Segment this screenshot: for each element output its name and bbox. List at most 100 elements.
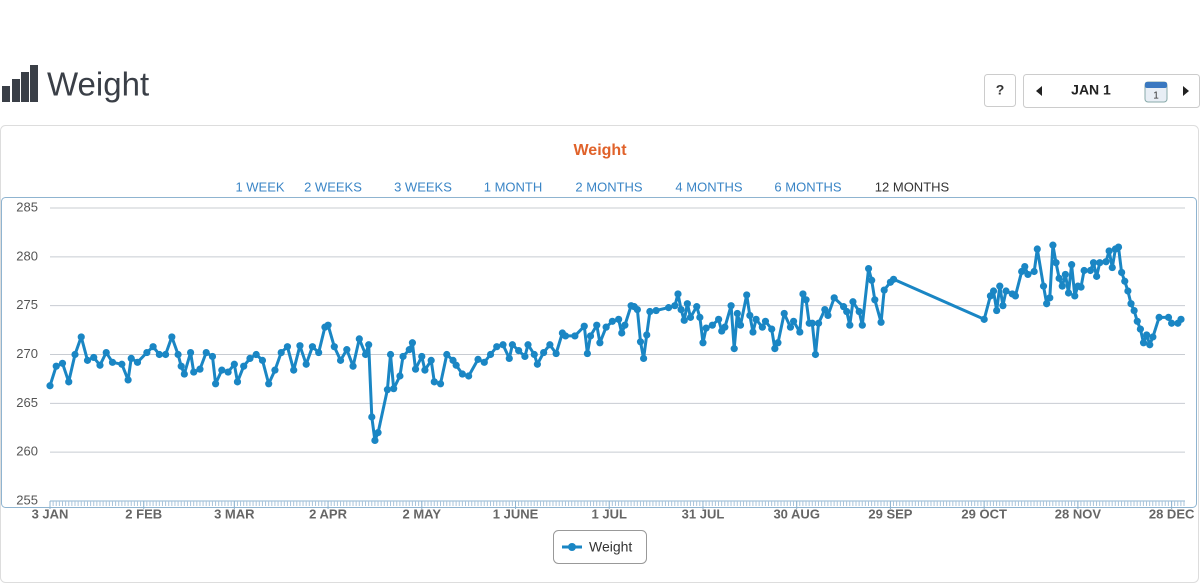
data-point [133, 358, 142, 366]
data-point [621, 321, 629, 329]
help-label[interactable]: ? [996, 82, 1005, 98]
data-point [399, 352, 407, 361]
data-point [1164, 313, 1173, 321]
data-point [405, 346, 413, 354]
x-tick-label: 29 SEP [868, 506, 912, 521]
data-point [1114, 243, 1123, 251]
data-point [390, 385, 398, 393]
range-button[interactable]: 2 WEEKS [304, 179, 362, 194]
data-point [1136, 325, 1144, 333]
data-point [90, 353, 98, 362]
data-point [1064, 289, 1073, 297]
data-point [499, 341, 507, 349]
range-button[interactable]: 2 MONTHS [575, 179, 643, 194]
data-point [1080, 266, 1088, 275]
next-arrow[interactable] [1183, 86, 1189, 96]
page-title: Weight [47, 66, 149, 103]
data-point [586, 332, 595, 340]
data-point [155, 350, 163, 359]
data-point [1105, 247, 1113, 255]
data-point [443, 350, 451, 359]
date-picker[interactable] [1023, 74, 1200, 108]
range-button[interactable]: 6 MONTHS [774, 179, 842, 194]
data-point [436, 380, 445, 388]
data-point [124, 376, 132, 384]
data-point [1030, 267, 1038, 276]
data-point [83, 356, 92, 364]
data-point [1046, 294, 1054, 302]
data-point [693, 303, 701, 311]
data-point [593, 321, 601, 329]
data-point [993, 306, 1001, 315]
data-point [868, 276, 876, 284]
data-point [608, 317, 616, 325]
data-point [465, 372, 473, 380]
prev-arrow[interactable] [1036, 86, 1042, 96]
data-point [202, 348, 210, 357]
data-point [1039, 282, 1048, 290]
data-point [1002, 287, 1010, 295]
data-point [1168, 319, 1176, 327]
data-point [1127, 300, 1135, 308]
data-point [652, 306, 660, 315]
range-button[interactable]: 1 MONTH [484, 179, 543, 194]
range-button[interactable]: 1 WEEK [235, 179, 284, 194]
y-tick-label: 270 [16, 346, 38, 361]
data-point [361, 350, 370, 359]
data-point [396, 372, 404, 380]
data-point [715, 315, 723, 323]
date-label[interactable]: JAN 1 [1071, 82, 1111, 98]
legend-label: Weight [589, 539, 632, 555]
range-button[interactable]: 3 WEEKS [394, 179, 452, 194]
data-point [615, 315, 623, 323]
app-icon [2, 65, 38, 102]
data-point [386, 350, 395, 359]
data-point [830, 294, 838, 302]
help-button[interactable] [984, 74, 1016, 107]
data-point [290, 366, 298, 374]
x-tick-label: 28 DEC [1149, 506, 1195, 521]
data-point [315, 348, 323, 357]
data-point [508, 341, 516, 349]
data-point [824, 311, 832, 320]
data-point [308, 343, 317, 351]
data-point [858, 321, 866, 329]
data-point [686, 313, 695, 321]
data-point [1130, 306, 1138, 315]
data-point [77, 333, 85, 341]
data-point [749, 328, 757, 336]
data-point [640, 354, 648, 363]
data-point [580, 322, 588, 330]
data-point [808, 319, 816, 327]
x-tick-label: 2 APR [309, 506, 347, 521]
data-point [52, 362, 60, 370]
data-point [1146, 341, 1154, 349]
data-point [1089, 259, 1098, 267]
data-point [196, 365, 204, 373]
data-point [743, 291, 751, 299]
data-point [427, 356, 435, 364]
data-point [989, 287, 998, 295]
data-point [1155, 313, 1163, 321]
data-point [677, 305, 685, 314]
plot-frame [1, 197, 1197, 508]
range-button[interactable]: 4 MONTHS [675, 179, 743, 194]
data-point [302, 360, 310, 368]
data-point [283, 343, 292, 351]
data-point [474, 355, 482, 363]
data-point [430, 378, 438, 386]
x-tick-label: 2 FEB [125, 506, 162, 521]
data-point [546, 341, 554, 349]
x-tick-label: 29 OCT [961, 506, 1007, 521]
data-point [230, 360, 238, 368]
data-point [1086, 266, 1094, 275]
data-point [324, 321, 332, 329]
range-button[interactable]: 12 MONTHS [875, 179, 950, 194]
legend-marker [568, 543, 576, 551]
data-point [768, 325, 776, 333]
data-point [1124, 287, 1132, 295]
data-point [727, 302, 735, 310]
data-point [877, 318, 885, 326]
data-point [996, 282, 1004, 290]
data-point [452, 361, 460, 369]
